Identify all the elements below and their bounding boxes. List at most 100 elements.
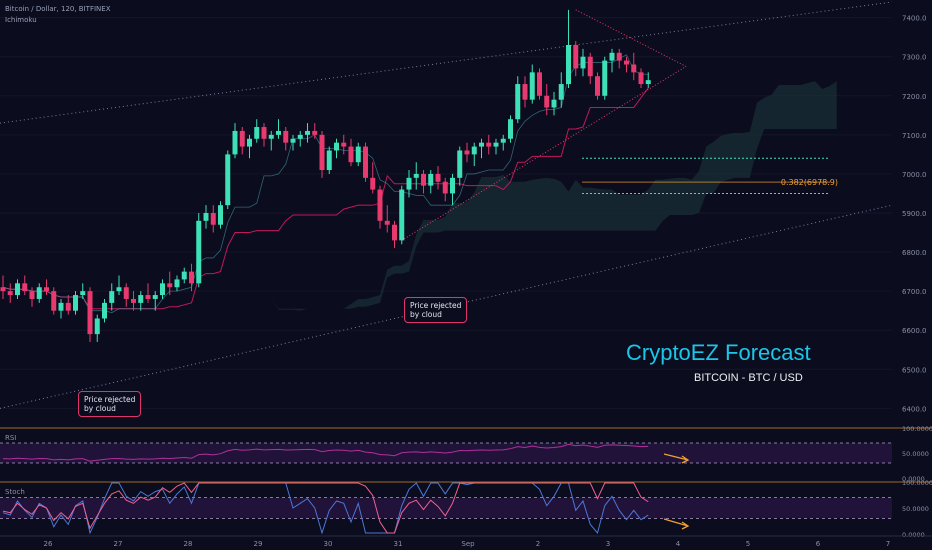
candle-body-11	[80, 291, 86, 296]
time-tick-2: 28	[184, 540, 193, 548]
rsi-line	[2, 443, 649, 462]
candle-70	[508, 115, 513, 143]
candle-body-28	[203, 213, 209, 221]
candle-1	[7, 283, 13, 303]
candle-body-78	[566, 44, 571, 85]
candle-body-27	[196, 220, 202, 284]
grid	[0, 17, 892, 409]
candle-body-57	[413, 173, 419, 178]
candle-body-29	[210, 213, 216, 225]
candle-51	[370, 162, 376, 194]
candle-body-13	[94, 318, 100, 335]
candle-body-54	[392, 224, 397, 241]
candle-body-67	[486, 142, 492, 147]
candle-37	[268, 130, 274, 151]
time-tick-0: 26	[44, 540, 53, 548]
price-tick-6: 6800.0	[902, 249, 927, 257]
candle-body-34	[247, 138, 252, 147]
candle-body-50	[363, 146, 368, 178]
rsi-tick-0: 100.0000	[902, 425, 932, 433]
stoch-k-line	[2, 482, 649, 535]
candle-12	[87, 287, 93, 342]
candle-body-85	[616, 52, 622, 61]
candle-body-72	[522, 84, 528, 100]
candle-31	[225, 150, 231, 210]
candle-body-39	[283, 130, 289, 143]
candle-body-17	[123, 287, 129, 299]
candle-67	[486, 134, 492, 155]
time-tick-7: 2	[536, 540, 540, 548]
candle-body-83	[602, 60, 608, 96]
brand-subtitle: BITCOIN - BTC / USD	[694, 372, 803, 384]
candle-19	[138, 291, 144, 311]
stoch-band	[0, 497, 892, 519]
candle-body-44	[319, 134, 325, 171]
chart-title: Bitcoin / Dollar, 120, BITFINEX	[5, 5, 111, 13]
candle-body-35	[254, 127, 260, 139]
candle-8	[58, 298, 64, 319]
candle-body-33	[239, 130, 245, 147]
candle-body-8	[58, 302, 64, 311]
candle-30	[218, 201, 223, 229]
candle-36	[261, 123, 267, 147]
candle-77	[558, 72, 564, 108]
candle-43	[312, 123, 318, 139]
candle-87	[631, 52, 637, 81]
candle-81	[587, 52, 593, 85]
candle-39	[283, 127, 289, 151]
candle-body-79	[573, 44, 579, 69]
price-tick-3: 7100.0	[902, 132, 927, 140]
candle-body-41	[297, 134, 303, 139]
candle-body-16	[116, 287, 122, 292]
candle-29	[210, 205, 216, 233]
candle-7	[51, 287, 57, 315]
candle-body-65	[471, 146, 477, 155]
candle-body-32	[232, 130, 238, 155]
candle-body-61	[442, 181, 448, 194]
candle-56	[406, 170, 412, 198]
candle-45	[326, 146, 332, 174]
candle-body-66	[479, 142, 484, 147]
candle-body-37	[268, 134, 274, 139]
candle-69	[500, 134, 506, 151]
time-tick-4: 30	[324, 540, 333, 548]
price-tick-9: 6500.0	[902, 366, 927, 374]
candle-33	[239, 127, 245, 155]
candle-85	[616, 48, 622, 69]
candle-body-26	[189, 271, 194, 284]
price-tick-0: 7400.0	[902, 15, 927, 23]
candle-body-30	[218, 205, 223, 225]
candle-body-20	[145, 295, 151, 299]
candle-body-19	[138, 295, 144, 303]
candle-27	[196, 213, 202, 288]
candle-body-86	[624, 60, 629, 65]
candle-body-80	[580, 56, 586, 69]
candle-24	[174, 275, 180, 292]
candle-50	[363, 142, 368, 182]
time-tick-9: 4	[676, 540, 681, 548]
candle-26	[189, 263, 194, 292]
candle-0	[0, 275, 6, 299]
candle-17	[123, 283, 129, 307]
candle-body-23	[167, 283, 173, 288]
candle-23	[167, 271, 173, 296]
candle-body-12	[87, 291, 93, 335]
candle-66	[479, 138, 484, 159]
candle-62	[450, 173, 455, 206]
candle-body-9	[65, 302, 71, 311]
rsi-arrow	[663, 453, 690, 464]
candle-52	[377, 185, 383, 229]
candle-21	[152, 291, 158, 311]
candle-body-69	[500, 138, 506, 143]
candle-86	[624, 56, 629, 73]
candle-10	[73, 291, 78, 315]
candle-body-63	[457, 150, 463, 178]
candle-body-14	[102, 302, 107, 319]
ichimoku-cloud	[191, 81, 837, 311]
price-axis: 7400.0 7300.0 7200.0 7100.0 7000.0 5900.0 6800…	[902, 15, 927, 414]
stoch-tick-1: 50.0000	[902, 505, 929, 513]
candle-body-4	[29, 291, 35, 299]
candle-18	[131, 291, 136, 311]
price-tick-10: 6400.0	[902, 405, 927, 413]
